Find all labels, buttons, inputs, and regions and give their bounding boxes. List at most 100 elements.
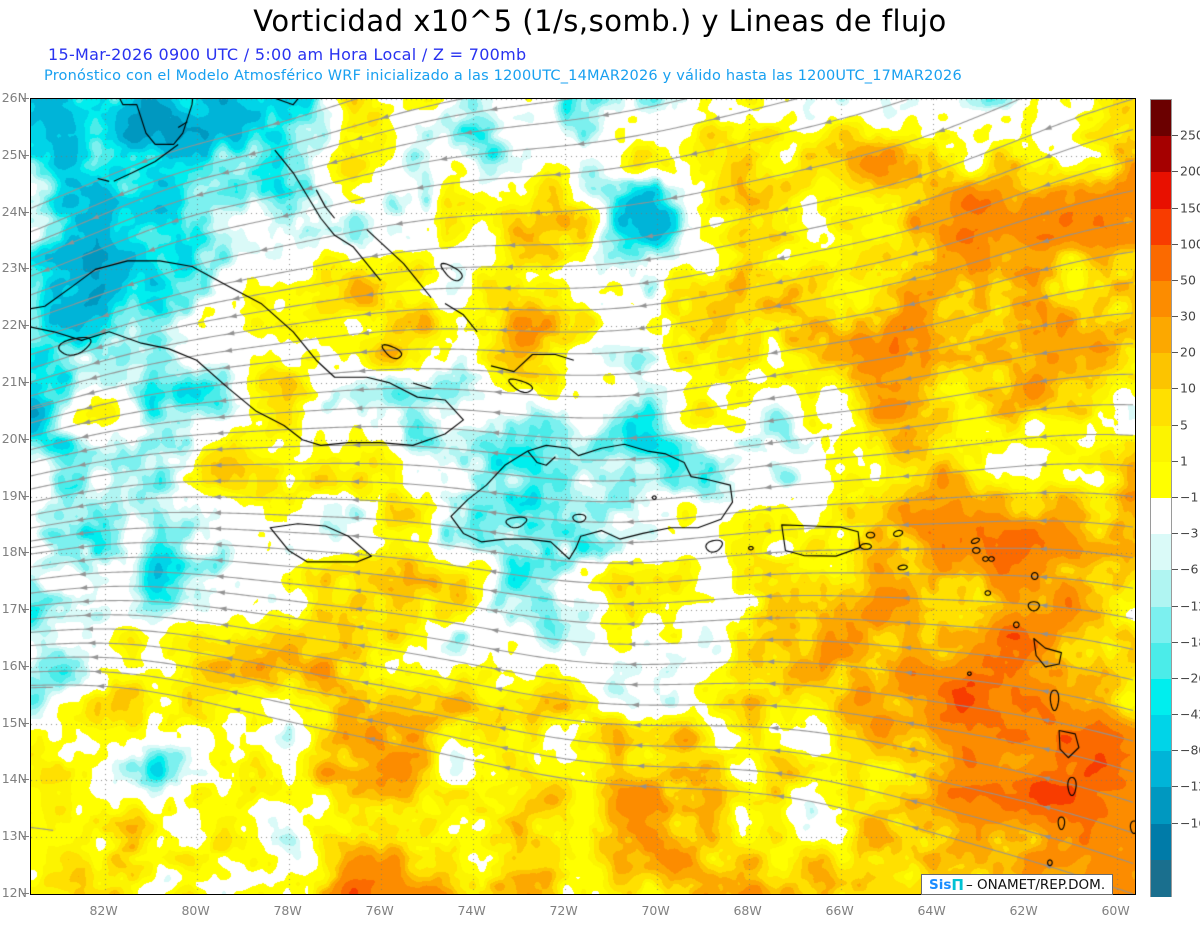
lat-tick-mark [22,98,29,99]
lat-tick-label: 20N [1,430,27,446]
colorbar-tick-mark [1172,352,1178,354]
colorbar-segment [1151,136,1171,173]
colorbar-tick-mark [1172,822,1178,824]
colorbar-tick-mark [1172,243,1178,245]
colorbar-tick-mark [1172,497,1178,498]
lat-tick-label: 24N [1,203,27,219]
lat-tick-label: 25N [1,146,27,162]
colorbar-tick-mark [1172,569,1178,571]
colorbar-segment [1151,859,1171,897]
lat-tick-label: 21N [1,373,27,389]
colorbar-tick-label: 1 [1180,453,1188,469]
colorbar-tick-mark [1172,750,1178,752]
lon-tick-label: 80W [181,903,210,918]
colorbar-tick-label: −42 [1180,706,1200,722]
colorbar-segment [1151,353,1171,391]
colorbar-tick-label: −120 [1180,778,1200,794]
colorbar-segment [1151,606,1171,644]
colorbar-tick-mark [1172,388,1178,390]
lon-tick-label: 70W [641,903,670,918]
colorbar-segment [1151,280,1171,318]
colorbar-tick-mark [1172,786,1178,788]
logo-sis-text: Sis [929,876,952,893]
colorbar-tick-mark [1172,316,1178,318]
lat-tick-label: 17N [1,601,27,617]
colorbar-tick-mark [1172,135,1178,137]
lon-tick-label: 62W [1009,903,1038,918]
lat-tick-label: 15N [1,714,27,730]
lat-tick-label: 19N [1,487,27,503]
lat-tick-mark [22,325,29,327]
colorbar-segment [1151,317,1171,354]
colorbar-tick-label: 100 [1180,236,1200,252]
colorbar-tick-mark [1172,207,1178,209]
colorbar-tick-mark [1172,677,1178,679]
lon-tick-label: 78W [273,903,302,918]
lon-tick-label: 60W [1101,903,1130,918]
lat-tick-label: 18N [1,544,27,560]
colorbar-tick-label: −80 [1180,742,1200,758]
lat-tick-mark [22,893,29,894]
colorbar-tick-label: 50 [1180,272,1196,288]
colorbar-segment [1151,642,1171,680]
colorbar-tick-label: −1 [1180,489,1199,505]
colorbar-segment [1151,425,1171,463]
lat-tick-mark [22,609,29,611]
lat-tick-label: 16N [1,657,27,673]
lat-tick-mark [22,779,29,781]
colorbar-tick-label: −18 [1180,634,1200,650]
vorticity-shading-layer [31,99,1135,894]
colorbar-segment [1151,570,1171,608]
lon-tick-label: 66W [825,903,854,918]
colorbar-tick-label: 20 [1180,344,1196,360]
lon-tick-label: 72W [549,903,578,918]
colorbar-tick-label: 250 [1180,127,1200,143]
colorbar-tick-label: −12 [1180,598,1200,614]
colorbar-tick-label: −160 [1180,815,1200,831]
colorbar-tick-mark [1172,424,1178,426]
colorbar-tick-mark [1172,279,1178,281]
map-subtitle-datetime: 15-Mar-2026 0900 UTC / 5:00 am Hora Loca… [48,45,527,64]
colorbar-tick-mark [1172,605,1178,607]
colorbar-tick-mark [1172,460,1178,462]
lon-tick-label: 82W [89,903,118,918]
colorbar-tick-label: 30 [1180,308,1196,324]
colorbar-segment [1151,100,1171,137]
colorbar-tick-mark [1172,714,1178,716]
lat-tick-mark [22,836,29,838]
lat-tick-label: 12N [1,885,27,900]
colorbar-segment [1151,751,1171,789]
lat-tick-mark [22,268,29,270]
lat-tick-label: 14N [1,771,27,787]
lat-tick-label: 23N [1,260,27,276]
lat-tick-label: 26N [1,90,27,105]
colorbar-tick-label: −6 [1180,561,1199,577]
lon-tick-label: 74W [457,903,486,918]
lat-tick-mark [22,211,29,213]
colorbar-segment [1151,208,1171,246]
colorbar-segment [1151,172,1171,210]
colorbar-segment [1151,678,1171,716]
lon-tick-label: 64W [917,903,946,918]
colorbar-segment [1151,787,1171,825]
lat-tick-mark [22,722,29,724]
colorbar-segment [1151,715,1171,752]
colorbar-segment [1151,498,1171,535]
colorbar-segment [1151,389,1171,427]
attribution-badge: Sis Π – ONAMET/REP.DOM. [921,874,1114,895]
colorbar-segment [1151,823,1171,861]
page-title: Vorticidad x10^5 (1/s,somb.) y Lineas de… [253,4,947,38]
colorbar-tick-mark [1172,641,1178,643]
lat-tick-mark [22,665,29,667]
vorticity-colorbar [1150,99,1172,897]
lat-tick-label: 22N [1,317,27,333]
colorbar-tick-label: 200 [1180,163,1200,179]
lat-tick-mark [22,381,29,383]
logo-agency-text: – ONAMET/REP.DOM. [965,876,1106,893]
colorbar-tick-label: 5 [1180,417,1188,433]
colorbar-tick-label: −3 [1180,525,1199,541]
colorbar-tick-label: −26 [1180,670,1200,686]
lat-tick-mark [22,438,29,440]
lat-tick-label: 13N [1,828,27,844]
